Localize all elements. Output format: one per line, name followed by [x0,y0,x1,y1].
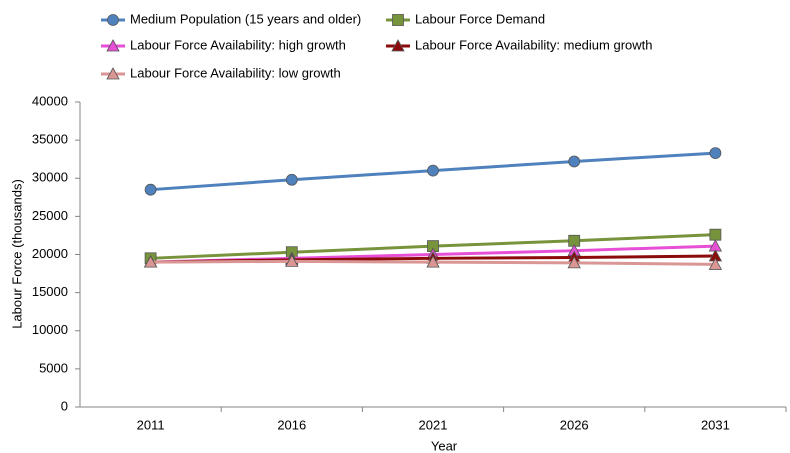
y-tick-label: 40000 [32,93,68,108]
data-point [285,173,298,186]
legend-label: Labour Force Availability: high growth [130,37,346,52]
legend-label: Labour Force Availability: medium growth [415,37,653,52]
x-axis-label: Year [431,438,458,453]
data-point [568,155,581,168]
legend-marker [106,67,120,80]
data-point [143,255,158,268]
data-point [427,164,439,177]
legend-marker [392,14,404,26]
y-tick-label: 10000 [32,322,68,337]
data-point [708,257,723,270]
data-point [709,147,722,159]
legend-label: Labour Force Availability: low growth [130,65,341,80]
y-tick-label: 0 [61,398,68,413]
x-tick-label: 2021 [419,417,448,432]
y-tick-label: 5000 [39,360,68,375]
legend-label: Labour Force Demand [415,11,545,26]
data-point [426,255,440,268]
y-tick-label: 25000 [32,208,68,223]
y-tick-label: 15000 [32,284,68,299]
legend-marker [106,39,120,52]
y-axis-label: Labour Force (thousands) [9,179,24,329]
legend-marker [107,14,119,26]
y-tick-label: 30000 [32,170,68,185]
x-tick-label: 2026 [560,417,589,432]
data-point [144,183,157,196]
y-tick-label: 20000 [32,246,68,261]
data-point [709,228,722,241]
x-tick-label: 2016 [277,417,306,432]
x-tick-label: 2011 [137,417,165,432]
legend-marker [391,39,405,52]
data-point [567,256,581,269]
y-tick-label: 35000 [32,132,68,147]
x-tick-label: 2031 [701,417,730,432]
data-point [285,254,299,267]
legend-label: Medium Population (15 years and older) [130,11,361,26]
